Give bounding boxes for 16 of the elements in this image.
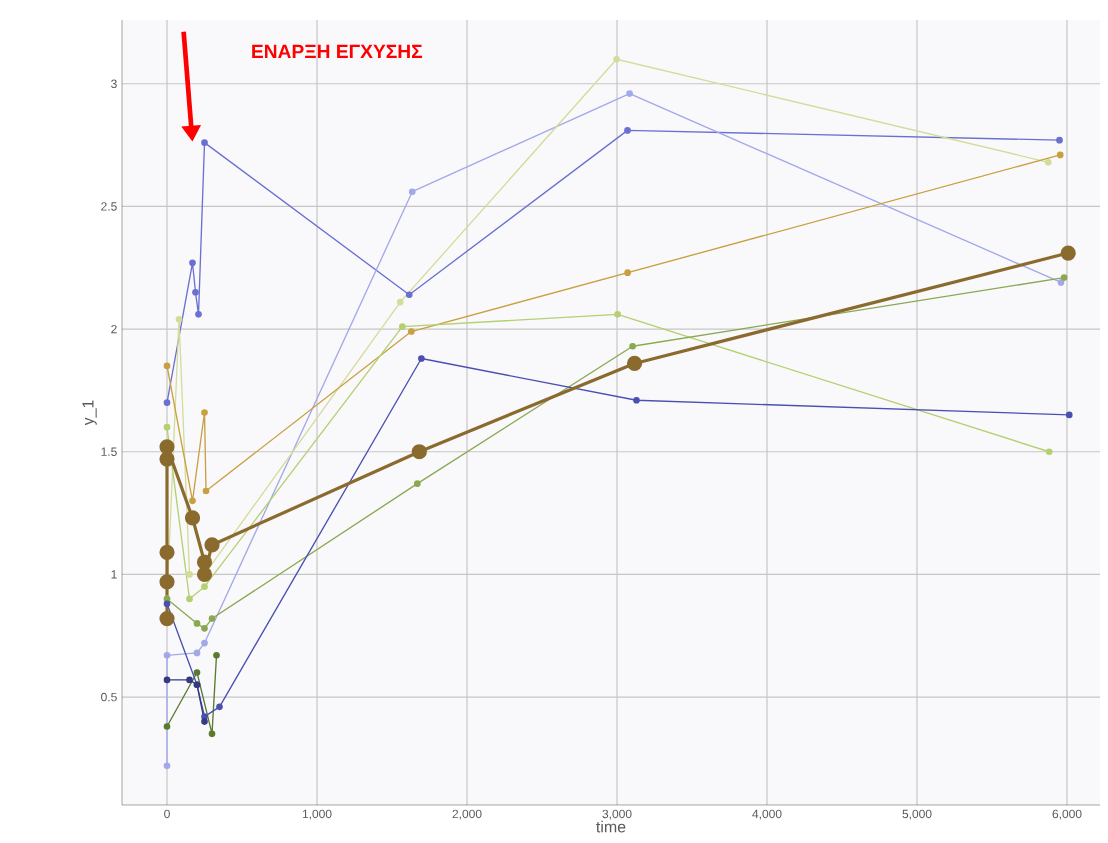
x-tick-label: 6,000 (1052, 809, 1082, 820)
y-tick-label: 1 (111, 570, 117, 579)
x-tick-label: 1,000 (302, 809, 332, 820)
x-axis-title: time (596, 820, 626, 833)
y-tick-label: 1.5 (101, 447, 117, 456)
x-tick-label: 3,000 (602, 809, 632, 820)
x-tick-label: 5,000 (902, 809, 932, 820)
y-tick-label: 2.5 (101, 202, 117, 211)
y-tick-label: 0.5 (101, 692, 117, 702)
x-tick-label: 0 (164, 809, 170, 819)
y-tick-label: 2 (111, 324, 117, 334)
y-tick-label: 3 (111, 79, 117, 89)
x-tick-label: 2,000 (452, 809, 482, 820)
x-tick-label: 4,000 (752, 809, 782, 820)
y-axis-title: y_1 (82, 400, 97, 426)
annotation: ΕΝΑΡΞΗ ΕΓΧΥΣΗΣ (252, 44, 423, 58)
